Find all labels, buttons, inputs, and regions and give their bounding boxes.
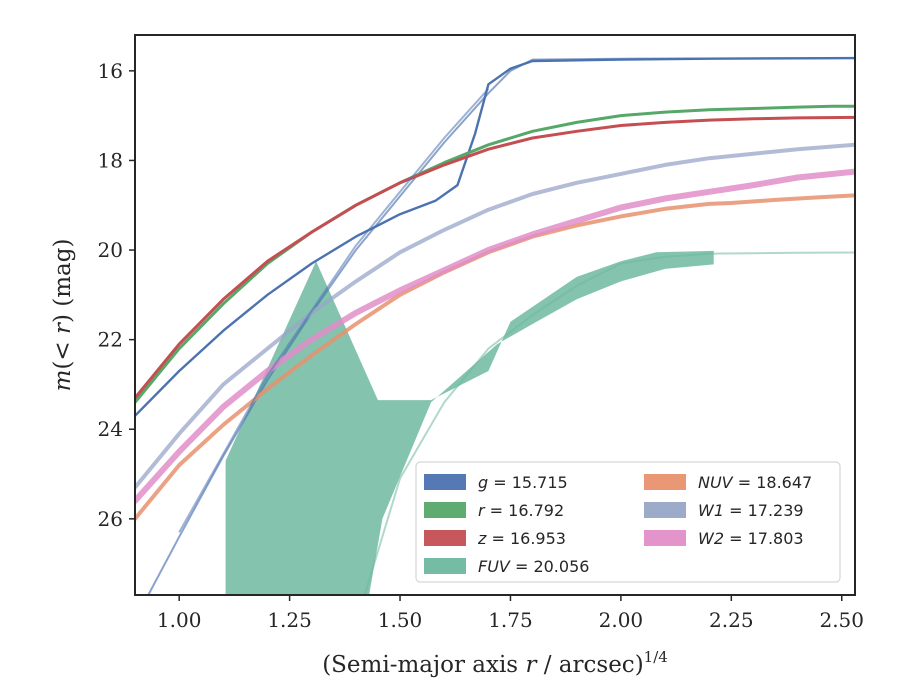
series-line-z-3 (135, 115, 855, 400)
y-tick-label: 18 (98, 148, 123, 172)
series-line-w2-6 (135, 168, 855, 504)
legend-label: r = 16.792 (478, 501, 564, 520)
legend-label: z = 16.953 (477, 529, 566, 548)
legend-swatch (644, 502, 686, 518)
y-tick-label: 24 (98, 417, 123, 441)
legend: g = 15.715 r = 16.792 z = 16.953 FUV = 20.0… (415, 461, 841, 583)
plot-area (135, 56, 855, 595)
plot-frame (134, 34, 856, 596)
x-tick-label: 2.50 (819, 608, 864, 632)
y-tick-label: 22 (98, 328, 123, 352)
legend-swatch (644, 474, 686, 490)
y-tick-label: 16 (98, 59, 123, 83)
legend-swatch (424, 502, 466, 518)
series-line-g-1 (147, 57, 855, 595)
y-axis-title: m(< r) (mag) (50, 239, 76, 392)
legend-swatch (424, 558, 466, 574)
x-axis-title: (Semi-major axis r / arcsec)1/4 (322, 648, 668, 678)
legend-label: W2 = 17.803 (698, 529, 804, 548)
legend-label: g = 15.715 (478, 473, 568, 492)
x-tick-label: 2.25 (709, 608, 754, 632)
x-tick-label: 1.50 (378, 608, 423, 632)
legend-swatch (644, 530, 686, 546)
legend-label: W1 = 17.239 (698, 501, 804, 520)
axes: 1.00 1.25 1.50 1.75 2.00 2.25 2.50 16 18 20 22 24 26… (50, 34, 864, 678)
fuv-band (225, 250, 714, 595)
model-tail-0 (178, 88, 490, 533)
x-tick-label: 1.00 (157, 608, 202, 632)
legend-swatch (424, 530, 466, 546)
legend-label: FUV = 20.056 (478, 557, 589, 576)
x-tick-label: 2.00 (599, 608, 644, 632)
legend-label: NUV = 18.647 (698, 473, 812, 492)
x-tick-label: 1.75 (488, 608, 533, 632)
y-tick-label: 26 (98, 507, 123, 531)
series-line-w1-4 (135, 142, 855, 490)
series-line-r-2 (135, 104, 855, 404)
x-tick-label: 1.25 (267, 608, 312, 632)
legend-box (415, 461, 841, 583)
series-line-fuv-7 (363, 251, 855, 595)
y-tick-label: 20 (98, 238, 123, 262)
legend-swatch (424, 474, 466, 490)
